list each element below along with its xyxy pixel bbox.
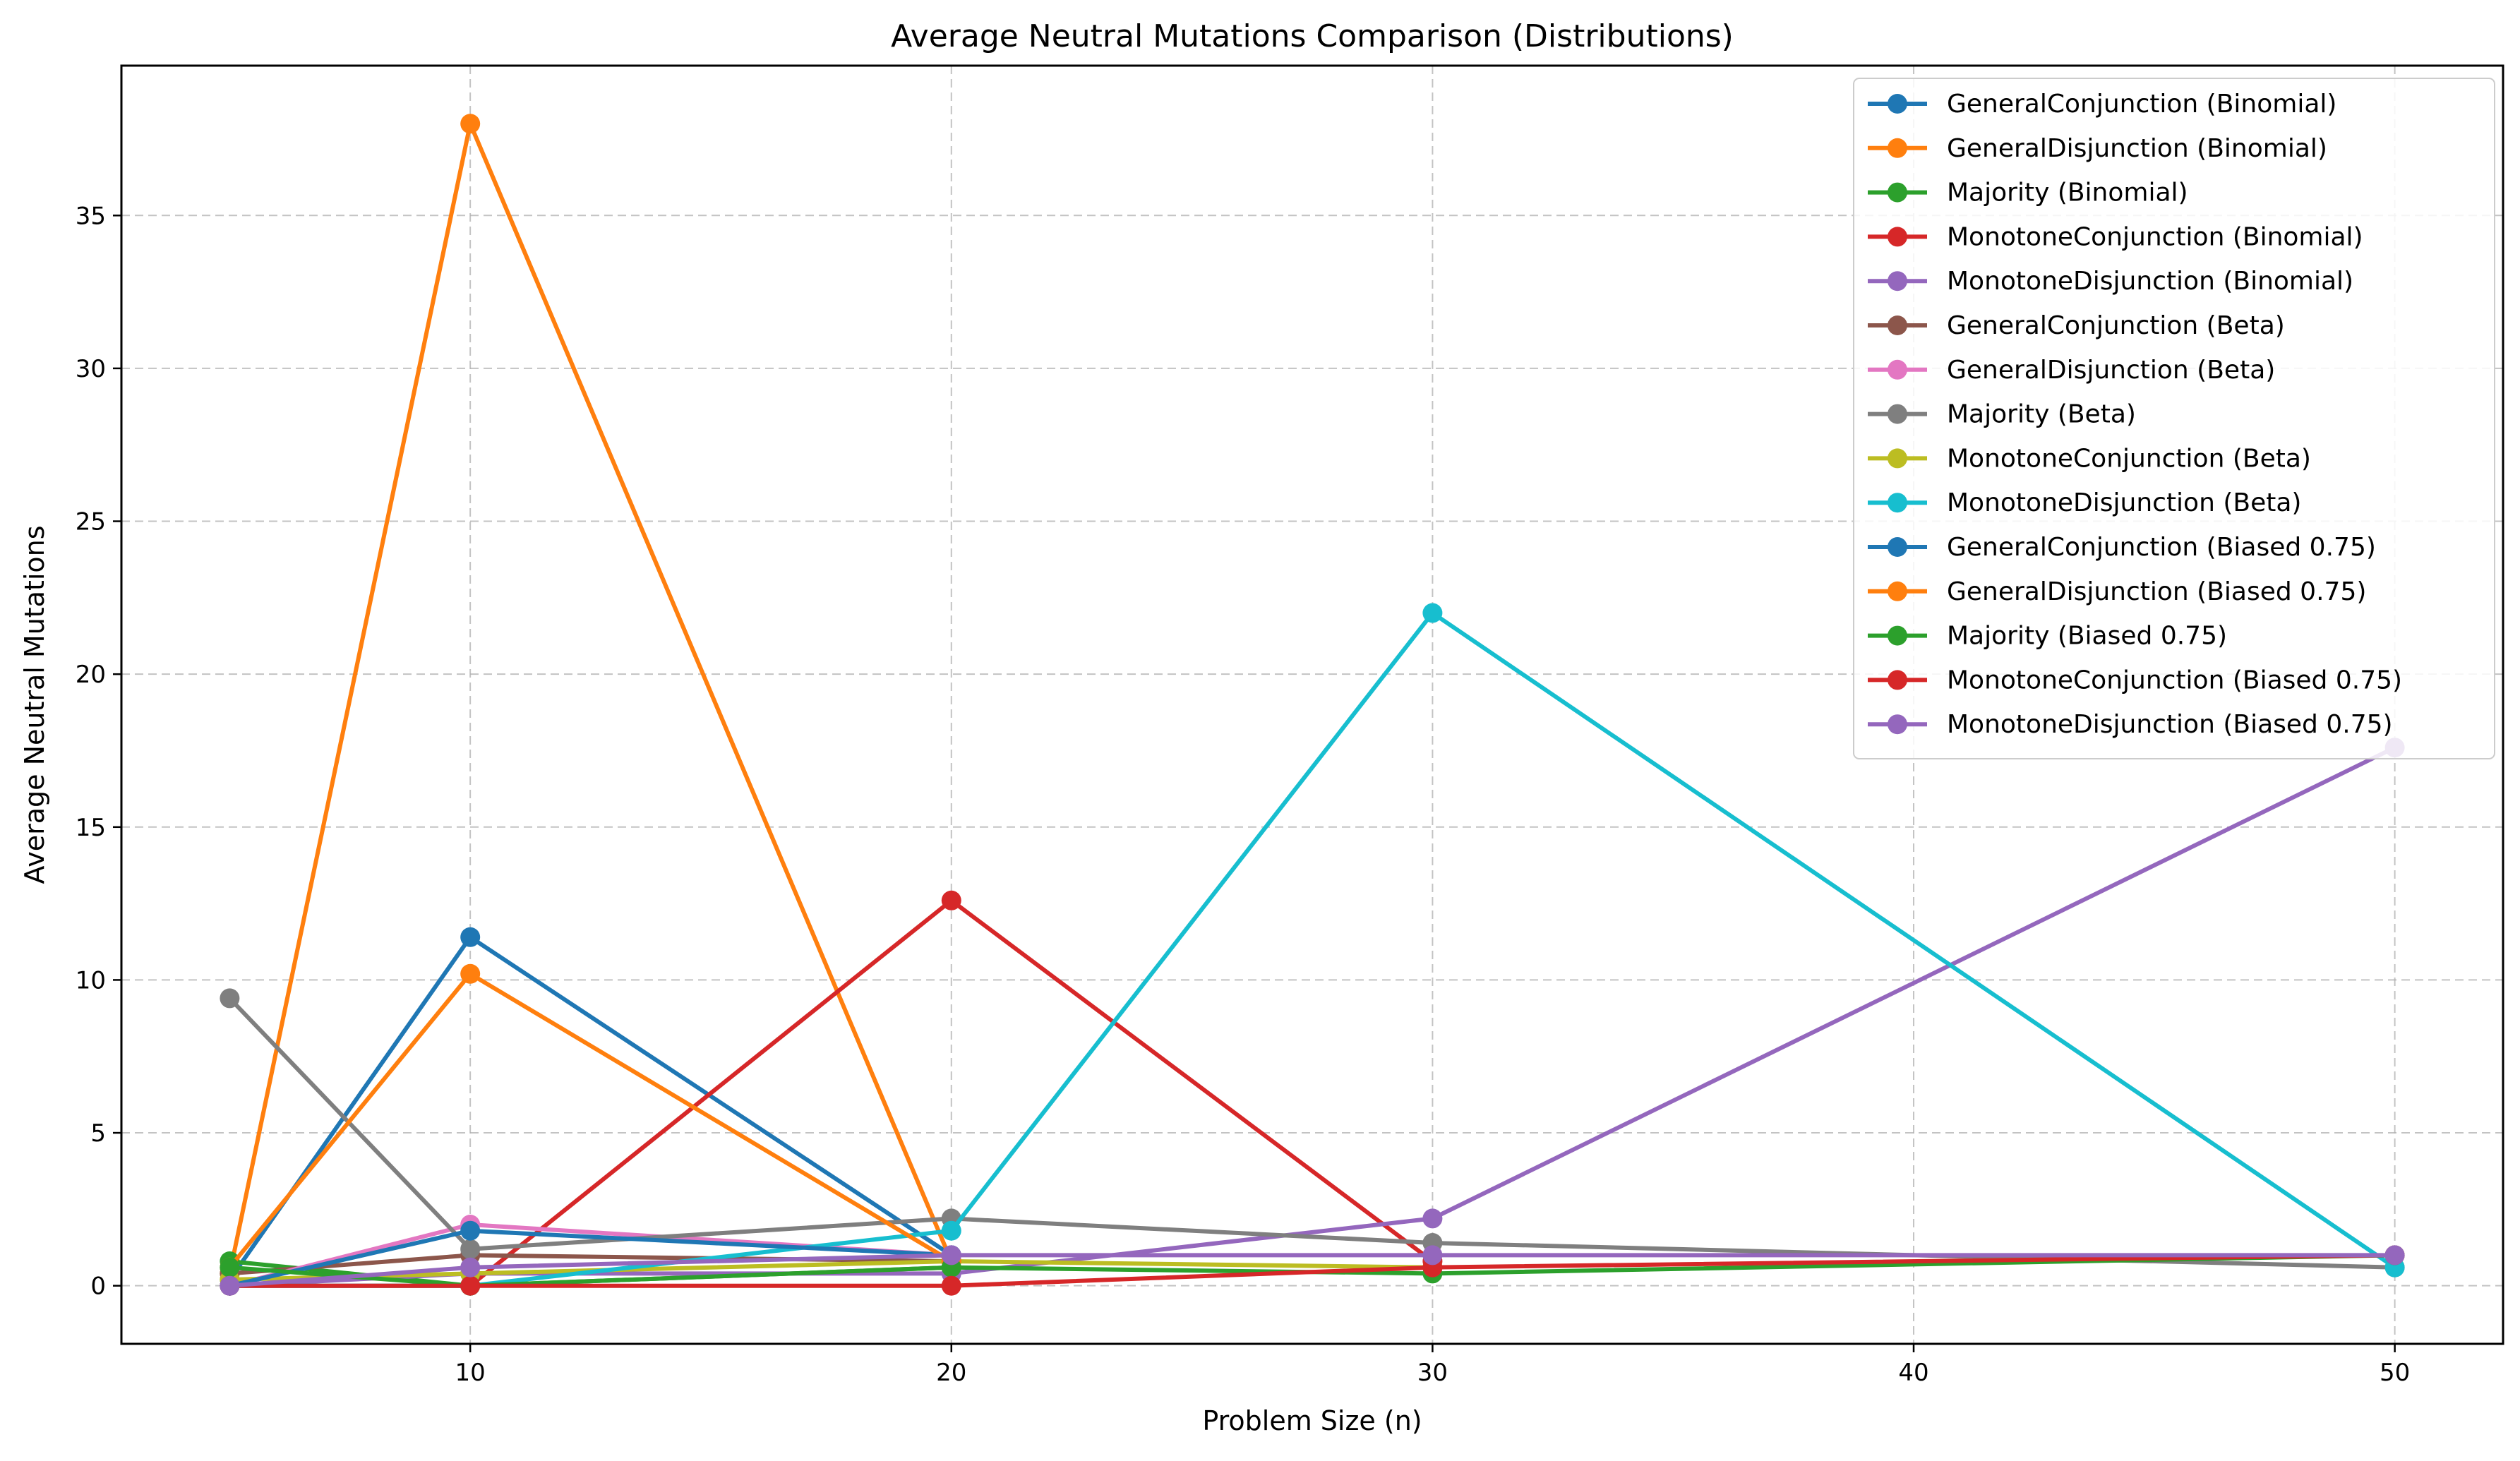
plot-frame (120, 64, 2504, 1345)
legend-item: Majority (Biased 0.75) (1868, 622, 2227, 651)
y-tick-label: 5 (90, 1119, 106, 1148)
data-point (460, 1220, 481, 1241)
y-tick-label: 25 (76, 508, 106, 536)
legend-item: GeneralConjunction (Biased 0.75) (1868, 533, 2376, 562)
legend-label: GeneralConjunction (Beta) (1947, 311, 2285, 340)
axis-ticks: 10 20 30 40 50 0 5 10 15 20 25 30 35 (76, 202, 2411, 1387)
legend: GeneralConjunction (Binomial) GeneralDisj… (1853, 78, 2495, 759)
legend-box (1853, 78, 2495, 759)
legend-label: Majority (Biased 0.75) (1947, 622, 2227, 651)
legend-marker (1888, 670, 1907, 690)
legend-marker (1888, 94, 1907, 114)
legend-marker (1888, 581, 1907, 601)
legend-marker (1888, 448, 1907, 469)
x-tick-label: 20 (936, 1359, 966, 1387)
legend-marker (1888, 537, 1907, 557)
y-tick-label: 20 (76, 661, 106, 689)
legend-label: MonotoneConjunction (Biased 0.75) (1947, 666, 2402, 695)
y-tick-label: 10 (76, 966, 106, 994)
legend-item: MonotoneDisjunction (Beta) (1868, 488, 2301, 517)
y-tick-label: 35 (76, 202, 106, 230)
legend-label: Majority (Binomial) (1947, 179, 2188, 208)
data-point (460, 927, 481, 947)
legend-item: GeneralDisjunction (Biased 0.75) (1868, 577, 2366, 606)
legend-item: MonotoneConjunction (Biased 0.75) (1868, 666, 2402, 695)
x-tick-label: 30 (1417, 1359, 1448, 1387)
data-point (941, 1220, 961, 1241)
legend-item: MonotoneConjunction (Beta) (1868, 444, 2311, 473)
legend-label: Majority (Beta) (1947, 400, 2136, 429)
legend-item: MonotoneDisjunction (Biased 0.75) (1868, 710, 2393, 739)
legend-marker (1888, 359, 1907, 380)
legend-marker (1888, 493, 1907, 513)
data-point (220, 1257, 240, 1277)
y-axis-label: Average Neutral Mutations (19, 525, 50, 884)
legend-label: GeneralDisjunction (Beta) (1947, 356, 2275, 385)
legend-label: GeneralConjunction (Biased 0.75) (1947, 533, 2376, 562)
legend-label: MonotoneDisjunction (Biased 0.75) (1947, 710, 2393, 739)
legend-item: GeneralDisjunction (Binomial) (1868, 134, 2327, 163)
legend-item: GeneralDisjunction (Beta) (1868, 356, 2275, 385)
legend-marker (1888, 271, 1907, 291)
legend-label: GeneralDisjunction (Binomial) (1947, 134, 2327, 163)
legend-label: MonotoneDisjunction (Beta) (1947, 488, 2301, 517)
data-point (460, 114, 481, 134)
data-point (220, 988, 240, 1009)
data-point (460, 963, 481, 984)
legend-marker (1888, 227, 1907, 247)
legend-marker (1888, 404, 1907, 424)
y-tick-label: 30 (76, 355, 106, 383)
legend-item: MonotoneConjunction (Binomial) (1868, 222, 2363, 251)
data-point (460, 1275, 481, 1296)
legend-label: GeneralConjunction (Binomial) (1947, 90, 2336, 119)
data-point (1422, 603, 1443, 623)
legend-marker (1888, 625, 1907, 646)
data-point (941, 1245, 961, 1265)
legend-label: MonotoneDisjunction (Binomial) (1947, 267, 2353, 296)
x-tick-label: 40 (1898, 1359, 1928, 1387)
x-tick-label: 50 (2380, 1359, 2410, 1387)
data-point (1422, 1245, 1443, 1265)
x-axis-label: Problem Size (n) (1202, 1405, 1422, 1436)
legend-item: MonotoneDisjunction (Binomial) (1868, 267, 2353, 296)
data-point (460, 1257, 481, 1277)
y-tick-label: 0 (90, 1273, 106, 1301)
legend-item: GeneralConjunction (Binomial) (1868, 90, 2336, 119)
data-point (1422, 1208, 1443, 1229)
series-lines (220, 114, 2405, 1296)
data-point (220, 1275, 240, 1296)
legend-label: GeneralDisjunction (Biased 0.75) (1947, 577, 2366, 606)
legend-label: MonotoneConjunction (Beta) (1947, 444, 2311, 473)
legend-marker (1888, 315, 1907, 335)
legend-marker (1888, 714, 1907, 735)
chart-title: Average Neutral Mutations Comparison (Di… (891, 18, 1734, 54)
legend-item: Majority (Beta) (1868, 400, 2136, 429)
data-point (941, 1275, 961, 1296)
y-tick-label: 15 (76, 814, 106, 842)
data-point (460, 1239, 481, 1259)
legend-item: Majority (Binomial) (1868, 179, 2188, 208)
data-point (941, 890, 961, 910)
legend-marker (1888, 138, 1907, 158)
data-point (2384, 1245, 2405, 1265)
legend-marker (1888, 182, 1907, 203)
legend-label: MonotoneConjunction (Binomial) (1947, 222, 2363, 251)
x-tick-label: 10 (455, 1359, 486, 1387)
series-15 (220, 1245, 2405, 1296)
legend-item: GeneralConjunction (Beta) (1868, 311, 2285, 340)
